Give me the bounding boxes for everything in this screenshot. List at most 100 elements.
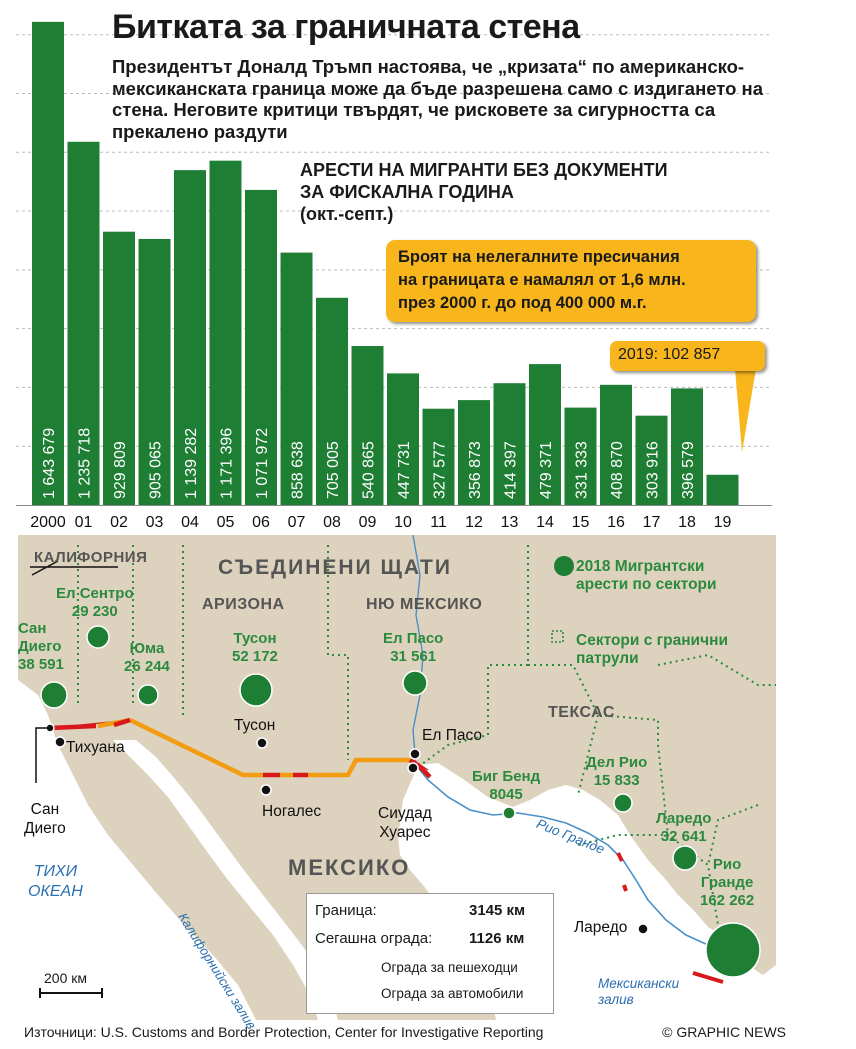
sector-label-del-rio: Дел Рио 15 833 [586,754,647,790]
legend-sector-label: Сектори с гранични патрули [576,632,728,668]
bar-04 [174,170,206,506]
x-tick-label-2000: 2000 [30,514,66,531]
bar-10 [387,373,419,505]
footer-sources: Източници: U.S. Customs and Border Prote… [24,1024,544,1040]
label-pacific-2: ОКЕАН [28,883,83,900]
city-label-san-diego-2: Диего [24,820,66,837]
legend-sector-swatch [551,630,564,643]
sector-value-el-paso: 31 561 [390,648,437,665]
bar-value-label-06: 1 071 972 [254,428,271,499]
sector-name-san-diego-1: Сан [18,620,47,637]
chart-title-line-1: АРЕСТИ НА МИГРАНТИ БЕЗ ДОКУМЕНТИ [300,160,668,180]
x-tick-label-11: 11 [430,514,447,531]
bar-value-label-17: 303 916 [645,441,662,499]
x-tick-label-05: 05 [217,514,235,531]
bar-value-label-14: 479 371 [538,441,555,499]
sector-circle-el-centro [86,625,110,649]
bar-06 [245,189,277,505]
sector-name-laredo: Ларедо [656,810,712,827]
city-label-san-diego: Сан Диего [24,800,66,838]
bar-value-label-15: 331 333 [574,441,591,499]
pedestrian-fence-line [49,717,432,779]
sector-circle-yuma [137,684,159,706]
callout-line-2: на границата е намалял от 1,6 млн. [398,271,686,289]
fence-length-label: Сегашна ограда: [315,930,433,947]
bar-value-label-09: 540 865 [361,441,378,499]
chart-title-line-3: (окт.-септ.) [300,204,394,224]
label-gulf-mexico-2: залив [598,992,634,1007]
page-subtitle: Президентът Доналд Тръмп настоява, че „к… [112,56,764,142]
san-diego-leader [35,727,50,783]
callout-2019: 2019: 102 857 [610,341,765,371]
sector-label-san-diego: Сан Диего 38 591 [18,620,64,674]
city-label-juarez: Сиудад Хуарес [378,804,432,842]
x-tick-label-17: 17 [643,514,661,531]
sector-label-yuma: Юма 26 244 [124,640,170,676]
bar-value-label-11: 327 577 [432,441,449,499]
bar-08 [316,297,348,505]
x-tick-label-15: 15 [572,514,590,531]
sector-circle-rio-grande [705,922,761,978]
x-tick-label-13: 13 [501,514,519,531]
bar-value-label-16: 408 870 [609,441,626,499]
sector-name-san-diego-2: Диего [18,638,62,655]
sector-name-rio-grande-2: Гранде [700,874,754,891]
bar-value-label-08: 705 005 [325,441,342,499]
sector-label-laredo: Ларедо 32 641 [656,810,711,846]
city-dot-tucson [256,737,268,749]
city-dot-tijuana [54,736,66,748]
border-length-label: Граница: [315,902,377,919]
city-label-nogales: Ногалес [262,803,322,820]
sector-label-el-paso: Ел Пасо 31 561 [383,630,443,666]
x-tick-label-01: 01 [75,514,93,531]
sector-name-del-rio: Дел Рио [586,754,648,771]
border-length-value: 3145 км [469,902,526,919]
x-tick-label-06: 06 [252,514,270,531]
bar-02 [103,231,135,505]
arrests-bar-chart: 1 643 679 1 235 718 929 809 905 065 1 139 28… [16,21,772,531]
sector-circle-tucson [239,673,273,707]
legend-vehicle-label: Ограда за автомобили [381,986,524,1001]
city-label-el-paso: Ел Пасо [422,727,482,744]
x-tick-label-12: 12 [465,514,483,531]
x-tick-label-16: 16 [607,514,625,531]
label-texas: ТЕКСАС [548,704,615,721]
bar-17 [635,415,668,505]
scale-label: 200 км [44,970,87,986]
bar-value-label-2000: 1 643 679 [41,428,58,499]
bar-value-label-18: 396 579 [680,441,697,499]
city-dot-el-paso [409,748,421,760]
label-gulf-mexico-1: Мексикански [598,976,680,991]
label-pacific: ТИХИ ОКЕАН [28,862,83,902]
legend-circle-label: 2018 Мигрантски арести по сектори [576,558,717,594]
bar-value-label-01: 1 235 718 [77,428,94,499]
rio-grande-upper [412,535,424,766]
bar-14 [529,364,561,505]
sector-value-el-centro: 29 230 [71,603,118,620]
sector-name-tucson: Тусон [233,630,277,647]
bar-2000 [32,21,64,505]
x-tick-label-07: 07 [288,514,306,531]
rio-grande-river [415,764,731,954]
x-tick-label-08: 08 [323,514,341,531]
chart-title-line-2: ЗА ФИСКАЛНА ГОДИНА [300,182,514,202]
x-tick-label-10: 10 [394,514,412,531]
bar-12 [458,400,490,505]
sector-label-el-centro: Ел Сентро 29 230 [56,585,134,621]
x-tick-label-09: 09 [359,514,377,531]
bar-value-label-02: 929 809 [112,441,129,499]
sector-value-laredo: 32 641 [660,828,707,845]
label-mexico: МЕКСИКО [288,855,411,880]
bar-05 [209,160,242,505]
label-usa: СЪЕДИНЕНИ ЩАТИ [218,556,452,579]
scale-bar [39,988,103,998]
x-tick-label-04: 04 [181,514,199,531]
x-tick-label-03: 03 [146,514,164,531]
sector-value-big-bend: 8045 [489,786,523,803]
bar-15 [564,407,597,505]
callout2-pointer [735,369,756,452]
sector-circle-big-bend [502,806,516,820]
pacific-ocean [18,680,256,1020]
bar-07 [280,252,313,505]
callout-line-3: през 2000 г. до под 400 000 м.г. [398,294,647,312]
